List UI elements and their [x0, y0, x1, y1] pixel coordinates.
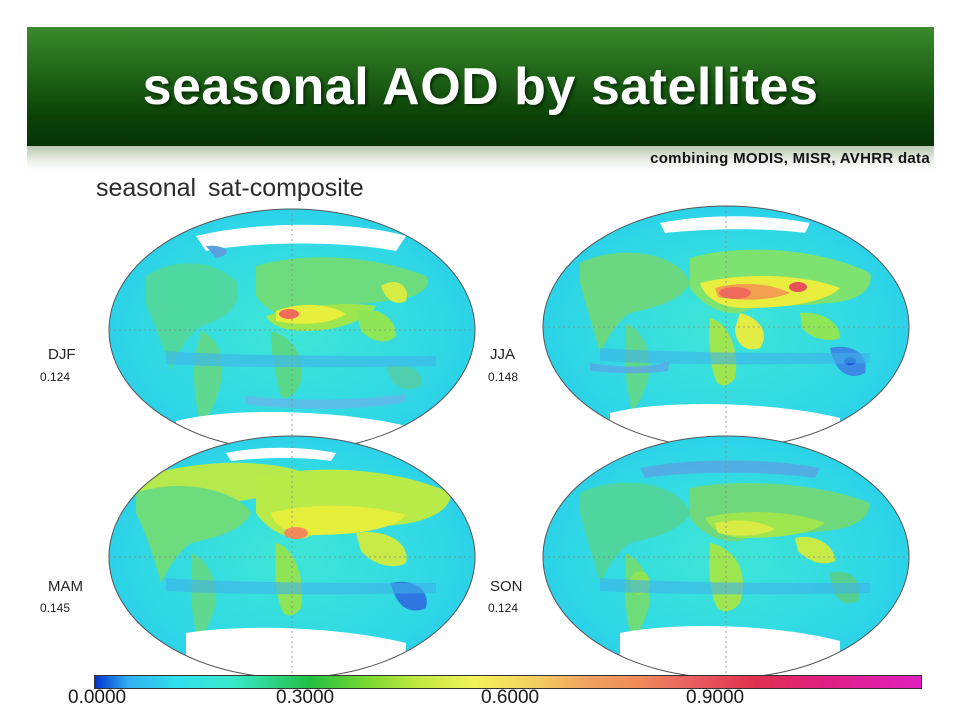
- colorbar-tick-0: 0.0000: [68, 687, 127, 708]
- colorbar-tick-2: 0.6000: [481, 687, 540, 708]
- title-banner: seasonal AOD by satellites: [27, 27, 934, 146]
- page-title: seasonal AOD by satellites: [142, 57, 819, 116]
- colorbar-tick-3: 0.9000: [686, 687, 745, 708]
- map-mam: [108, 435, 476, 679]
- map-son: [542, 435, 910, 679]
- season-label-djf: DJF: [48, 346, 76, 363]
- season-label-jja: JJA: [490, 346, 516, 363]
- season-mean-djf: 0.124: [40, 370, 71, 384]
- figure-title: seasonal sat-composite: [96, 174, 364, 202]
- colorbar-tick-1: 0.3000: [276, 687, 335, 708]
- map-jja: [542, 205, 910, 449]
- season-mean-son: 0.124: [488, 601, 519, 615]
- season-label-mam: MAM: [48, 578, 83, 595]
- season-label-son: SON: [490, 578, 523, 595]
- colorbar: [94, 675, 922, 689]
- season-mean-jja: 0.148: [488, 370, 519, 384]
- subtitle: combining MODIS, MISR, AVHRR data: [650, 150, 930, 167]
- title-shadow-bar: [27, 146, 934, 170]
- map-djf: [108, 208, 476, 452]
- season-mean-mam: 0.145: [40, 601, 71, 615]
